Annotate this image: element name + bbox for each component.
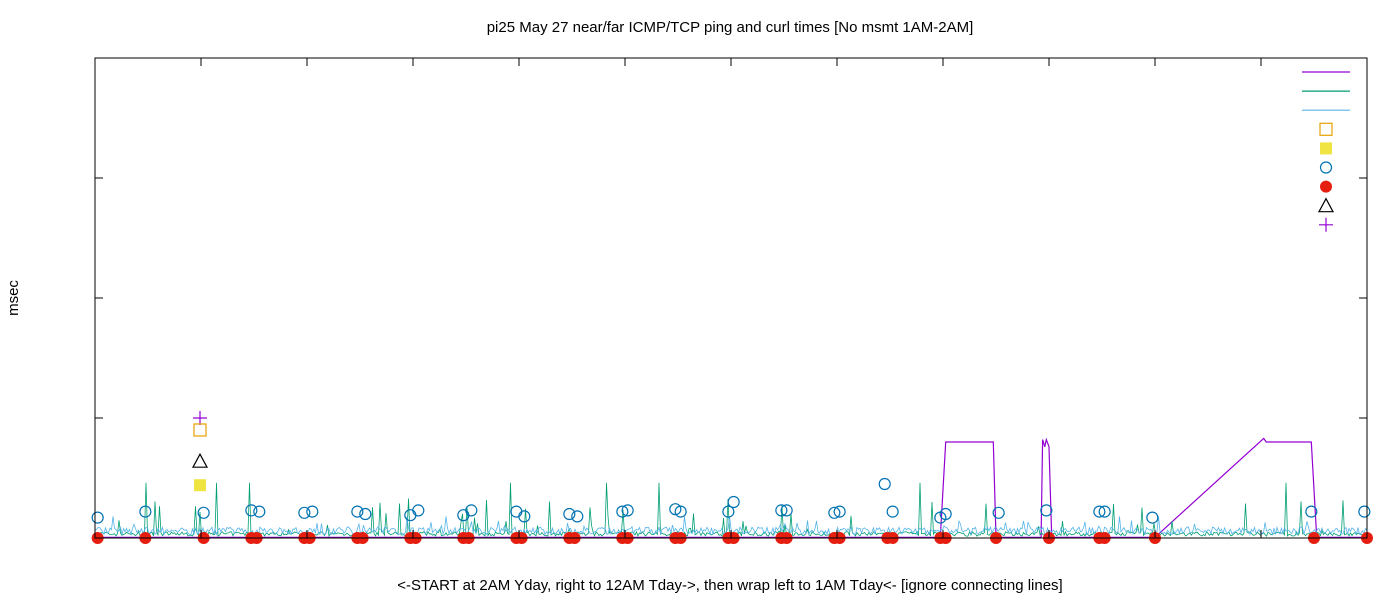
legend-swatch [1319,161,1333,174]
data-point [510,505,523,518]
data-point [616,505,629,518]
data-point [878,477,891,491]
anomaly-marker [193,423,207,437]
anomaly-marker [191,452,209,468]
legend-swatch [1317,197,1335,213]
legend-item [1319,217,1333,232]
data-point [1305,505,1318,518]
data-point [197,506,210,519]
annotation-notes [191,411,209,492]
data-point [518,510,531,523]
y-axis-label: msec [5,280,22,316]
data-point [1093,505,1106,518]
data-point [412,504,425,517]
plot-frame [94,57,1368,539]
data-point [298,506,311,519]
data-point [563,507,576,521]
anomaly-marker [193,411,207,425]
data-point [674,505,687,518]
data-point [465,504,478,517]
data-point [1146,511,1159,524]
series-0 [95,437,1367,538]
x-axis-label: <-START at 2AM Yday, right to 12AM Tday-… [397,577,1062,594]
data-point [669,503,682,516]
data-point [1040,504,1053,517]
legend-item [1320,142,1332,155]
legend-swatch [1319,122,1333,136]
data-point [351,505,364,518]
data-point [245,504,258,517]
data-point [253,505,266,518]
legend [1302,71,1350,232]
data-point [404,509,417,522]
data-point [828,506,841,519]
legend-item [1319,161,1333,174]
data-point [886,505,899,518]
data-point [780,504,793,517]
data-point [571,510,584,523]
data-point [621,504,634,517]
data-point [939,507,952,521]
axes [94,57,1368,539]
data-point [992,506,1005,519]
data-point [91,511,104,524]
data-point [722,505,735,518]
legend-swatch [1319,217,1333,232]
chart-title: pi25 May 27 near/far ICMP/TCP ping and c… [487,19,974,36]
data-point [775,504,788,517]
data-point [833,505,846,518]
data-point [306,505,319,518]
legend-swatch [1320,180,1332,193]
series-line [95,437,1367,538]
anomaly-marker [194,479,206,492]
data-point [359,507,372,521]
data-point [139,505,152,518]
legend-item [1319,122,1333,136]
data-point [727,495,740,509]
series-5 [91,477,1371,524]
data-point [1098,505,1111,518]
plot-area [91,437,1373,544]
legend-swatch [1320,142,1332,155]
legend-item [1320,180,1332,193]
legend-item [1317,197,1335,213]
data-point [1358,505,1371,518]
